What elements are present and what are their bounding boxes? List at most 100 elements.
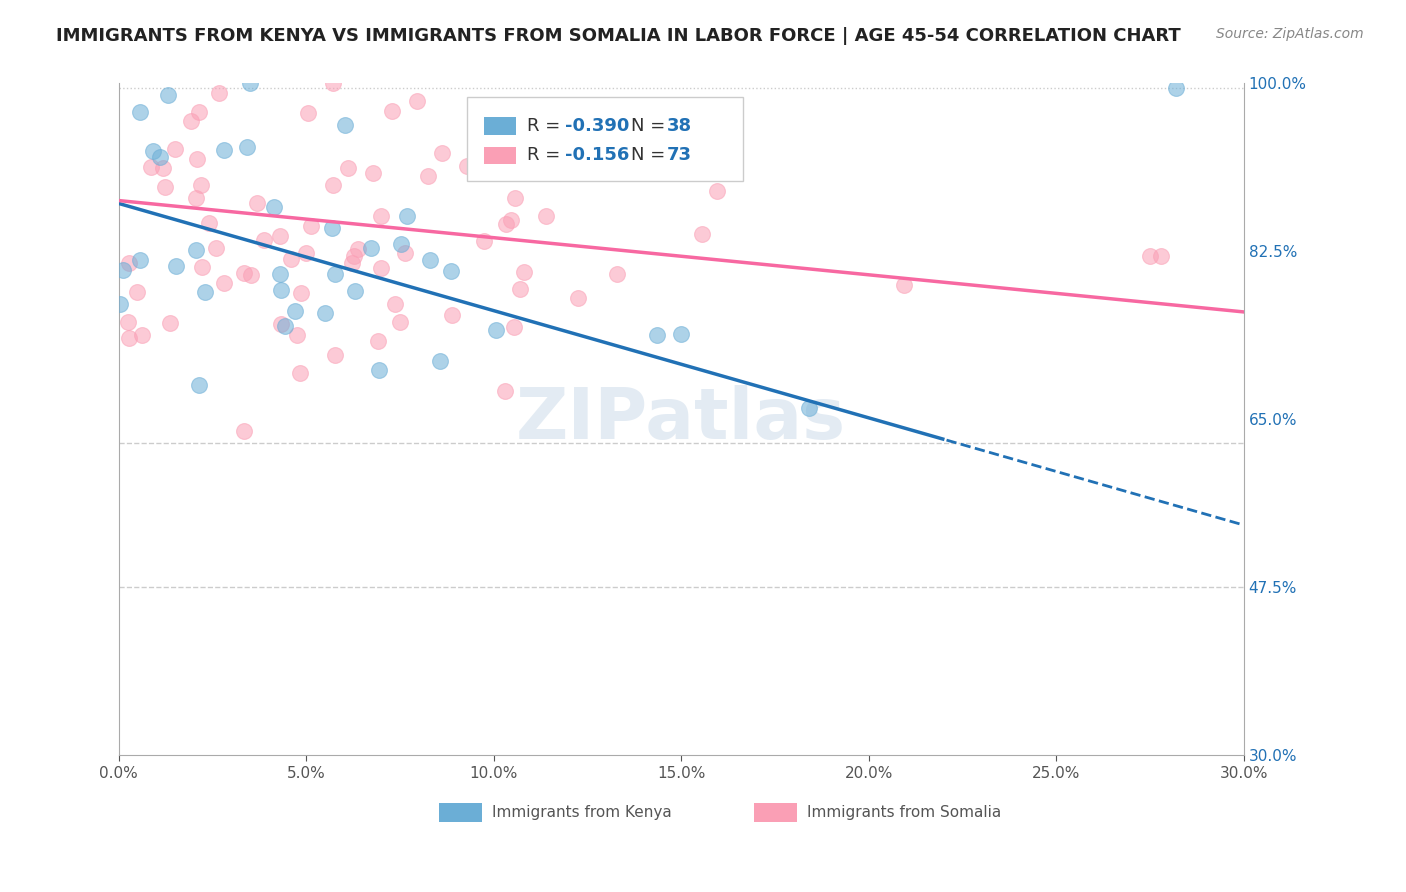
Point — [797, 401, 820, 416]
Point — [141, 160, 163, 174]
Point — [118, 331, 141, 345]
Point — [232, 266, 254, 280]
Point — [179, 114, 201, 128]
Point — [690, 227, 713, 242]
Point — [190, 178, 212, 192]
Point — [269, 267, 291, 281]
Point — [142, 144, 165, 158]
Point — [212, 276, 235, 290]
Text: 73: 73 — [666, 146, 692, 164]
Point — [512, 265, 534, 279]
Point — [125, 285, 148, 299]
Point — [321, 221, 343, 235]
Point — [188, 104, 211, 119]
Point — [502, 320, 524, 334]
Point — [186, 152, 208, 166]
Text: N =: N = — [631, 117, 671, 135]
Point — [509, 282, 531, 296]
Point — [270, 283, 292, 297]
Point — [212, 144, 235, 158]
Point — [669, 326, 692, 341]
Bar — [439, 803, 482, 822]
Point — [323, 348, 346, 362]
Point — [368, 363, 391, 377]
Point — [239, 77, 262, 91]
Text: N =: N = — [631, 146, 671, 164]
Point — [440, 264, 463, 278]
Text: -0.390: -0.390 — [565, 117, 630, 135]
Point — [370, 209, 392, 223]
Point — [191, 260, 214, 275]
Text: IMMIGRANTS FROM KENYA VS IMMIGRANTS FROM SOMALIA IN LABOR FORCE | AGE 45-54 CORR: IMMIGRANTS FROM KENYA VS IMMIGRANTS FROM… — [56, 27, 1181, 45]
Point — [198, 215, 221, 229]
Point — [645, 327, 668, 342]
Point — [236, 140, 259, 154]
Text: Immigrants from Somalia: Immigrants from Somalia — [807, 805, 1001, 820]
Point — [361, 165, 384, 179]
Point — [165, 142, 187, 156]
Point — [165, 259, 187, 273]
Point — [284, 304, 307, 318]
Point — [536, 209, 558, 223]
Point — [208, 87, 231, 101]
Point — [159, 316, 181, 330]
Point — [131, 327, 153, 342]
Point — [188, 378, 211, 392]
Point — [367, 334, 389, 348]
Point — [344, 284, 367, 298]
Point — [157, 88, 180, 103]
Point — [112, 263, 135, 277]
Point — [893, 277, 915, 292]
Text: -0.156: -0.156 — [565, 146, 630, 164]
Text: R =: R = — [527, 146, 567, 164]
Point — [315, 306, 337, 320]
Point — [440, 308, 463, 322]
Point — [153, 179, 176, 194]
Bar — [485, 117, 516, 135]
Point — [1166, 81, 1188, 95]
Point — [551, 98, 574, 112]
Point — [343, 249, 366, 263]
Text: R =: R = — [527, 117, 567, 135]
Point — [184, 191, 207, 205]
Point — [406, 94, 429, 108]
Point — [323, 267, 346, 281]
Point — [263, 200, 285, 214]
Point — [129, 105, 152, 120]
Point — [394, 246, 416, 260]
Point — [290, 286, 312, 301]
Point — [340, 256, 363, 270]
Point — [706, 184, 728, 198]
Point — [270, 318, 292, 332]
Point — [295, 246, 318, 260]
Point — [567, 291, 589, 305]
Point — [336, 161, 359, 176]
Bar — [755, 803, 797, 822]
Text: Source: ZipAtlas.com: Source: ZipAtlas.com — [1216, 27, 1364, 41]
Point — [269, 229, 291, 244]
Point — [205, 241, 228, 255]
Point — [389, 237, 412, 252]
Point — [288, 366, 311, 380]
Point — [322, 178, 344, 192]
Point — [416, 169, 439, 183]
Point — [384, 297, 406, 311]
Point — [360, 241, 382, 255]
Point — [347, 242, 370, 256]
Point — [273, 318, 295, 333]
Point — [588, 162, 610, 177]
Point — [233, 424, 256, 438]
Point — [239, 268, 262, 282]
Point — [472, 234, 495, 248]
Point — [381, 104, 404, 119]
Point — [429, 353, 451, 368]
Point — [395, 210, 418, 224]
Point — [370, 260, 392, 275]
Point — [152, 161, 174, 175]
Point — [285, 328, 308, 343]
Point — [333, 118, 356, 132]
Point — [430, 146, 453, 161]
Bar — [485, 146, 516, 164]
Text: 38: 38 — [666, 117, 692, 135]
Point — [494, 384, 516, 398]
